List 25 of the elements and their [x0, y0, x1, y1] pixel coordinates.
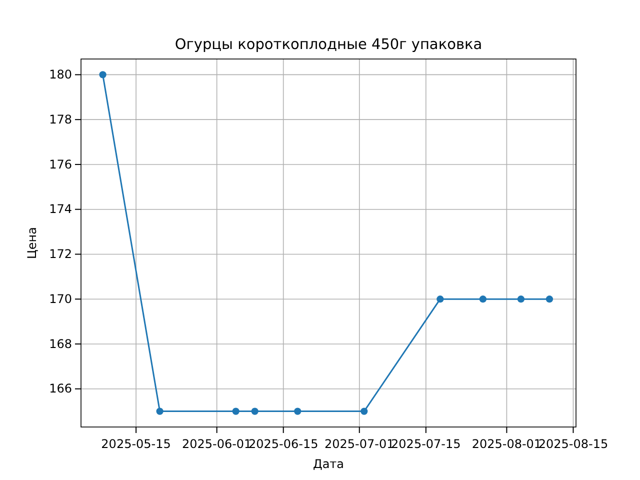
y-tick-label: 176 [49, 157, 72, 172]
point [517, 296, 525, 303]
point [479, 296, 487, 303]
point [294, 408, 302, 415]
y-tick-label: 168 [49, 336, 72, 351]
point [251, 408, 258, 415]
point [156, 408, 164, 415]
y-tick-label: 178 [49, 112, 72, 126]
point [360, 408, 368, 415]
x-axis-title: Дата [312, 457, 344, 471]
chart-title: Огурцы короткоплодные 450г упаковка [174, 37, 482, 53]
y-tick-label: 166 [49, 382, 72, 396]
point [546, 296, 554, 303]
x-tick-label: 2025-08-15 [538, 437, 608, 451]
point [99, 71, 106, 78]
y-tick-label: 170 [49, 292, 72, 306]
x-tick-label: 2025-06-15 [248, 437, 318, 451]
y-tick-label: 180 [49, 68, 72, 82]
point [436, 296, 444, 303]
x-tick-label: 2025-07-15 [391, 437, 461, 451]
point [232, 408, 240, 415]
y-tick-label: 174 [49, 202, 72, 216]
x-tick-label: 2025-05-15 [101, 437, 171, 451]
y-tick-label: 172 [49, 247, 72, 262]
y-axis-title: Цена [25, 227, 39, 259]
